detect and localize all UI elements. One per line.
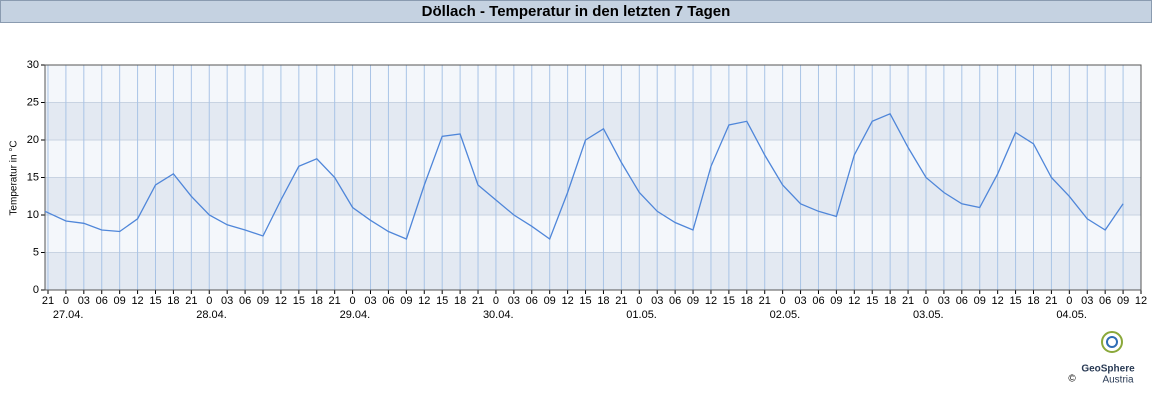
x-tick-label: 0 (780, 295, 786, 307)
x-tick-label: 12 (418, 295, 430, 307)
y-tick-label: 20 (27, 134, 39, 146)
x-tick-label: 12 (131, 295, 143, 307)
x-tick-label: 06 (669, 295, 681, 307)
x-tick-label: 15 (723, 295, 735, 307)
x-tick-label: 06 (382, 295, 394, 307)
x-tick-label: 09 (687, 295, 699, 307)
date-label: 27.04. (53, 309, 84, 321)
x-tick-label: 03 (794, 295, 806, 307)
x-tick-label: 21 (185, 295, 197, 307)
chart-title: Döllach - Temperatur in den letzten 7 Ta… (422, 3, 731, 20)
y-tick-label: 5 (33, 246, 39, 258)
x-tick-label: 21 (759, 295, 771, 307)
y-tick-label: 15 (27, 171, 39, 183)
y-tick-label: 0 (33, 284, 39, 296)
x-tick-label: 09 (114, 295, 126, 307)
temperature-line (44, 112, 1124, 241)
x-tick-label: 03 (651, 295, 663, 307)
x-tick-label: 03 (78, 295, 90, 307)
x-tick-label: 06 (812, 295, 824, 307)
x-tick-label: 18 (597, 295, 609, 307)
x-tick-label: 03 (364, 295, 376, 307)
x-tick-label: 15 (1009, 295, 1021, 307)
x-tick-label: 15 (866, 295, 878, 307)
logo-icon (1101, 331, 1123, 353)
x-tick-label: 21 (42, 295, 54, 307)
x-tick-label: 15 (149, 295, 161, 307)
x-tick-label: 12 (992, 295, 1004, 307)
x-tick-label: 18 (884, 295, 896, 307)
x-tick-label: 12 (848, 295, 860, 307)
copyright: © (1068, 374, 1076, 385)
date-label: 29.04. (340, 309, 371, 321)
date-label: 01.05. (626, 309, 657, 321)
x-tick-label: 09 (400, 295, 412, 307)
x-tick-label: 18 (454, 295, 466, 307)
date-label: 03.05. (913, 309, 944, 321)
x-tick-label: 09 (974, 295, 986, 307)
x-tick-label: 15 (293, 295, 305, 307)
x-tick-label: 0 (350, 295, 356, 307)
x-tick-label: 0 (636, 295, 642, 307)
x-tick-label: 12 (1135, 295, 1147, 307)
x-tick-label: 06 (526, 295, 538, 307)
x-tick-label: 18 (311, 295, 323, 307)
x-tick-label: 12 (275, 295, 287, 307)
x-tick-label: 09 (257, 295, 269, 307)
plot-frame (44, 64, 1142, 291)
x-tick-label: 18 (1027, 295, 1039, 307)
x-tick-label: 0 (206, 295, 212, 307)
x-tick-label: 06 (239, 295, 251, 307)
y-tick-label: 30 (27, 59, 39, 71)
x-tick-label: 21 (1045, 295, 1057, 307)
x-tick-label: 09 (1117, 295, 1129, 307)
logo-sub: Austria (1102, 375, 1134, 386)
x-tick-label: 0 (923, 295, 929, 307)
x-tick-label: 03 (1081, 295, 1093, 307)
date-label: 02.05. (770, 309, 801, 321)
logo-icon (1106, 336, 1118, 348)
x-tick-label: 0 (1066, 295, 1072, 307)
y-tick-label: 25 (27, 96, 39, 108)
date-label: 28.04. (196, 309, 227, 321)
logo-name: GeoSphere (1081, 364, 1135, 375)
x-tick-label: 12 (705, 295, 717, 307)
y-axis-label: Temperatur in °C (9, 140, 20, 215)
x-tick-label: 03 (508, 295, 520, 307)
x-tick-label: 21 (615, 295, 627, 307)
x-tick-label: 03 (938, 295, 950, 307)
x-tick-label: 18 (741, 295, 753, 307)
x-tick-label: 12 (561, 295, 573, 307)
x-tick-label: 21 (329, 295, 341, 307)
x-tick-label: 03 (221, 295, 233, 307)
x-tick-label: 09 (544, 295, 556, 307)
x-tick-label: 18 (167, 295, 179, 307)
x-tick-label: 21 (472, 295, 484, 307)
x-tick-label: 15 (579, 295, 591, 307)
x-tick-label: 0 (63, 295, 69, 307)
date-label: 30.04. (483, 309, 514, 321)
date-label: 04.05. (1056, 309, 1087, 321)
y-tick-label: 10 (27, 209, 39, 221)
x-tick-label: 15 (436, 295, 448, 307)
x-tick-label: 06 (956, 295, 968, 307)
x-tick-label: 06 (1099, 295, 1111, 307)
x-tick-label: 06 (96, 295, 108, 307)
x-tick-label: 21 (902, 295, 914, 307)
logo: GeoSphere Austria © (1068, 331, 1135, 386)
x-tick-label: 0 (493, 295, 499, 307)
x-tick-label: 09 (830, 295, 842, 307)
